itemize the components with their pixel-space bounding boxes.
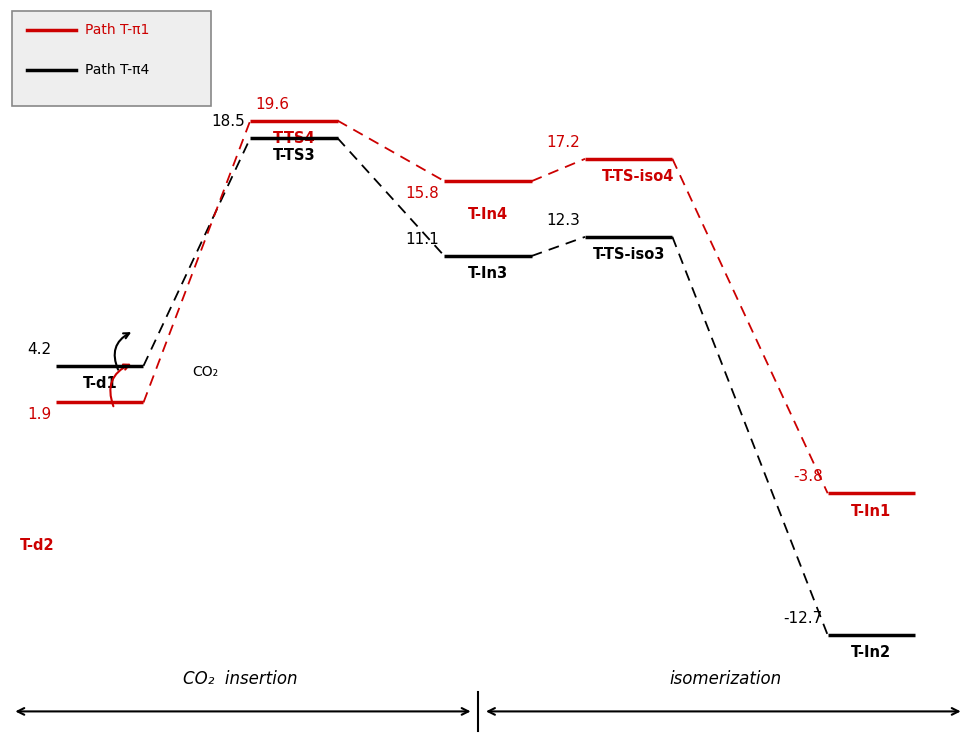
FancyBboxPatch shape: [13, 11, 212, 106]
Text: 19.6: 19.6: [255, 97, 289, 112]
Text: 11.1: 11.1: [406, 232, 439, 247]
Text: isomerization: isomerization: [670, 670, 782, 688]
Text: -3.8: -3.8: [793, 470, 823, 485]
Text: T-In2: T-In2: [851, 645, 891, 661]
Text: T-In3: T-In3: [468, 266, 508, 281]
Text: 4.2: 4.2: [27, 342, 52, 357]
Text: CO₂  insertion: CO₂ insertion: [183, 670, 298, 688]
Text: 17.2: 17.2: [547, 135, 580, 150]
Text: T-TS4: T-TS4: [272, 131, 315, 146]
Text: T-d1: T-d1: [82, 376, 117, 391]
Text: T-In4: T-In4: [468, 207, 508, 222]
Text: T-TS-iso4: T-TS-iso4: [602, 169, 674, 184]
Text: T-TS3: T-TS3: [272, 149, 315, 164]
Text: T-In1: T-In1: [851, 504, 891, 519]
Text: Path T-π4: Path T-π4: [85, 63, 149, 77]
Text: -12.7: -12.7: [784, 611, 823, 627]
Text: 1.9: 1.9: [27, 407, 52, 422]
Text: T-d2: T-d2: [20, 538, 54, 553]
Text: CO₂: CO₂: [192, 365, 219, 379]
Text: Path T-π1: Path T-π1: [85, 23, 149, 37]
Text: 12.3: 12.3: [547, 213, 580, 228]
Text: T-TS-iso3: T-TS-iso3: [592, 247, 665, 262]
Text: 18.5: 18.5: [212, 115, 245, 130]
Text: 15.8: 15.8: [406, 186, 439, 201]
